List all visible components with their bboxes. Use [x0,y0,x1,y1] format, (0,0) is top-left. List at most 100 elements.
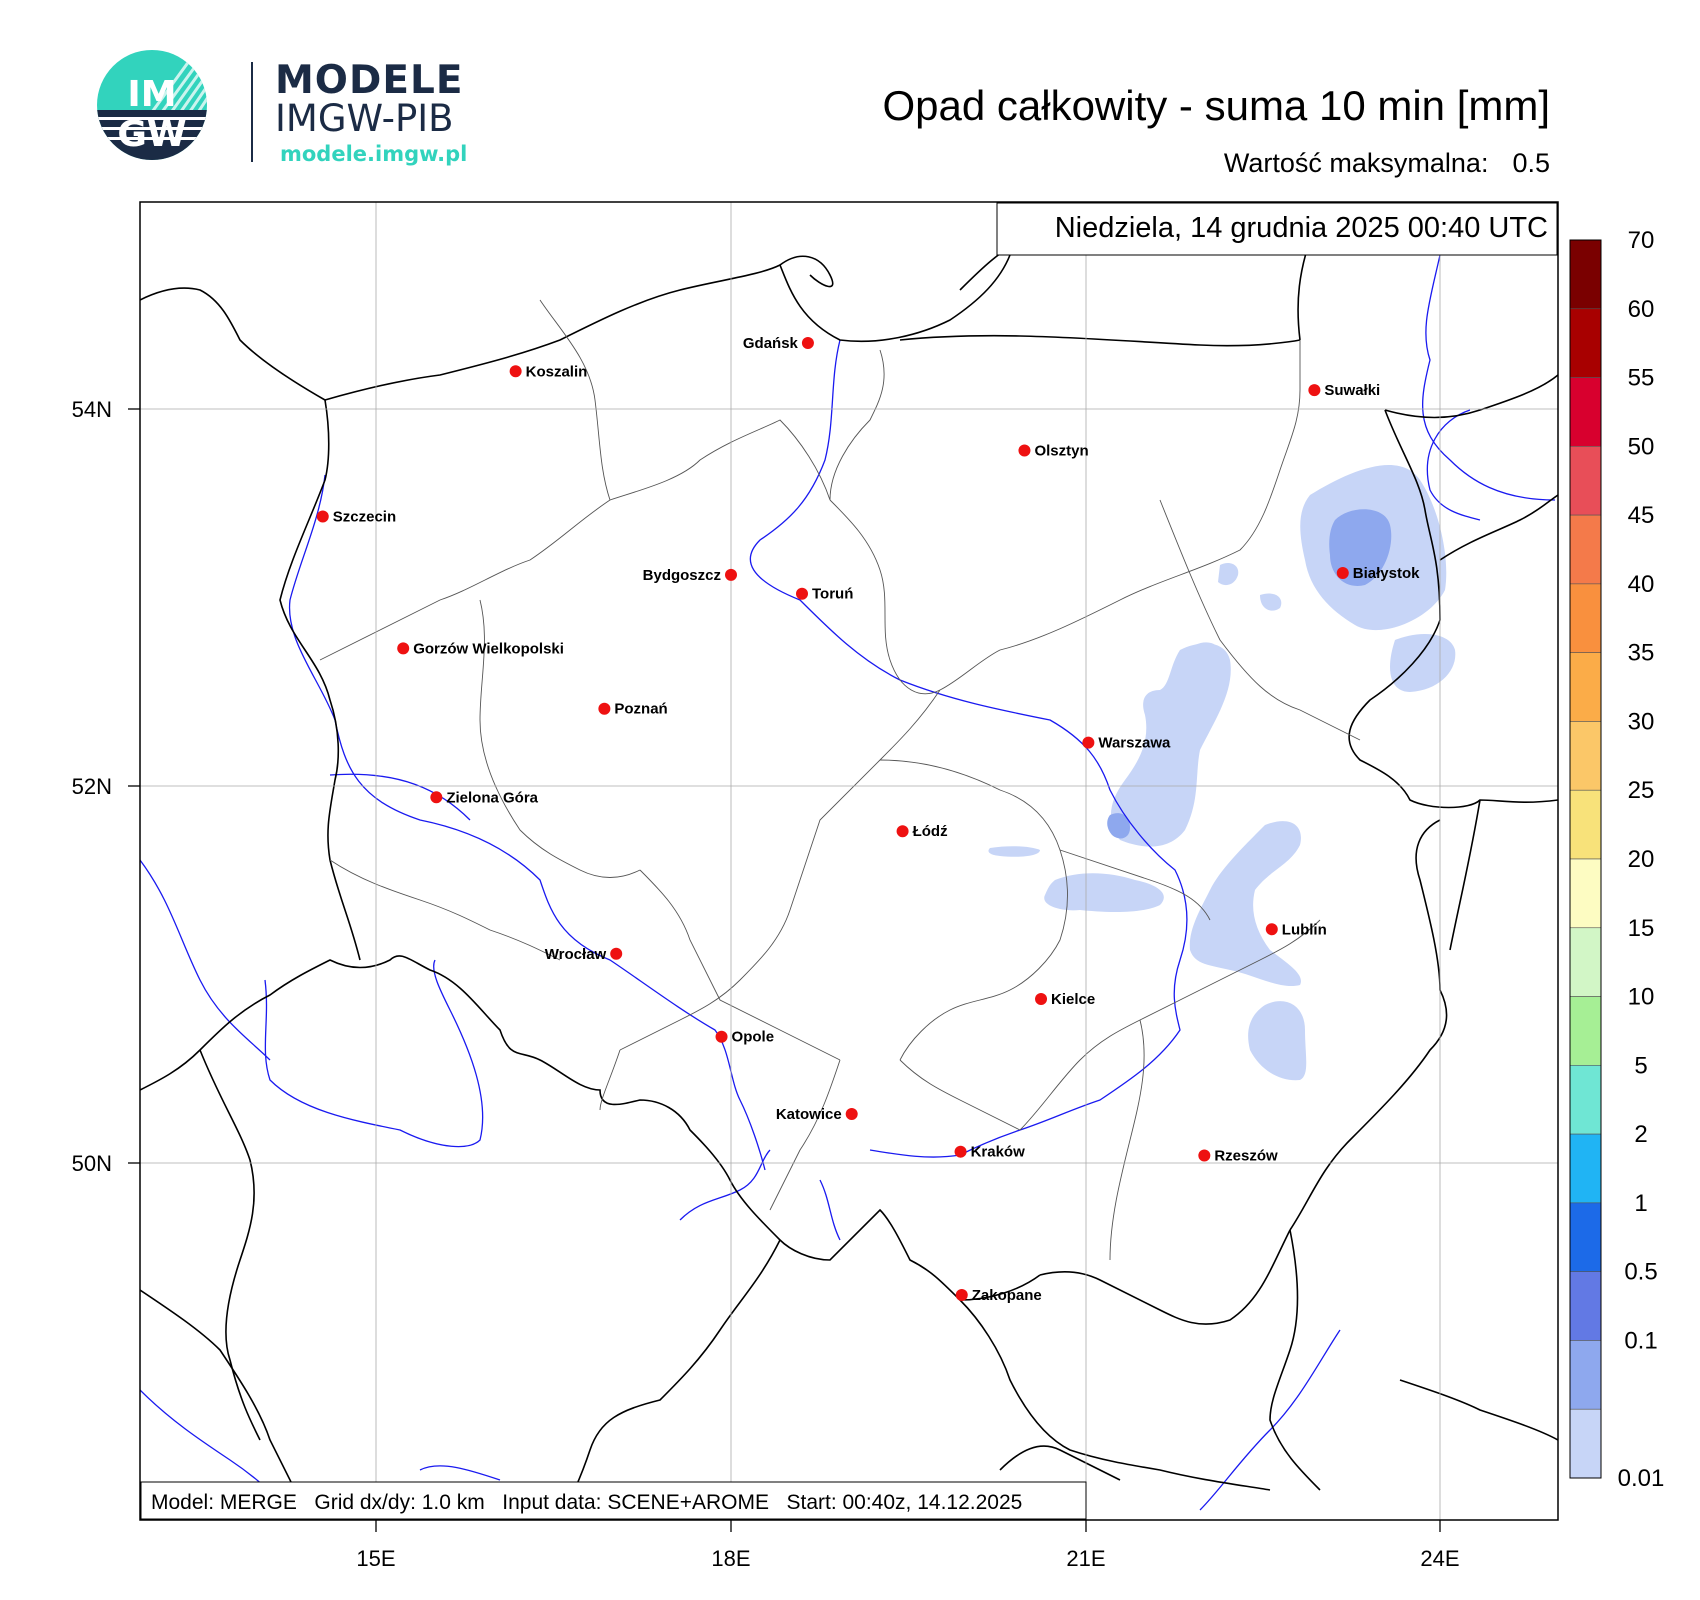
city-dot [955,1288,968,1301]
city-marker: Koszalin [509,363,587,380]
rivers [140,254,1556,1520]
voiv-4 [1159,499,1361,741]
voiv-9 [1059,849,1211,921]
logo-line2: IMGW-PIB [275,97,454,140]
city-marker: Toruń [796,586,853,603]
city-dot [509,365,522,378]
imgw-badge-icon: IM GW [97,50,207,160]
lon-label: 15E [356,1546,395,1571]
lat-label: 52N [72,774,112,799]
border-hu-ro [1269,1229,1321,1491]
legend-swatch [1569,514,1602,585]
city-label: Opole [732,1029,775,1046]
river-vistula [749,339,1188,1156]
river-south-east [1199,1329,1341,1511]
precip-area-east [1390,634,1456,692]
river-czech-1 [264,959,484,1148]
city-marker: Suwałki [1308,382,1380,399]
logo-url[interactable]: modele.imgw.pl [280,142,468,166]
precip-area-small-2 [1260,593,1282,611]
city-dot [896,825,909,838]
lon-label: 24E [1420,1546,1459,1571]
country-borders [140,202,1558,1520]
city-dot [1035,993,1048,1006]
legend-label: 30 [1628,708,1655,735]
border-ne-2 [1384,374,1558,419]
river-east-bug [1422,254,1556,501]
city-marker: Warszawa [1082,735,1171,752]
voiv-12 [1199,919,1321,991]
legend-label: 70 [1628,227,1655,254]
voiv-3 [829,340,1301,695]
legend-label: 40 [1628,571,1655,598]
city-marker: Poznań [598,701,668,718]
city-dot [1018,444,1031,457]
city-dot [1198,1149,1211,1162]
coast-hel [779,255,834,288]
legend-label: 25 [1628,777,1655,804]
voiv-2 [609,349,885,501]
lat-label: 54N [72,397,112,422]
legend-label: 0.1 [1624,1327,1657,1354]
city-dot [1082,736,1095,749]
voiv-15 [599,1049,621,1111]
river-czech-3 [679,1149,771,1221]
legend-swatch [1569,1340,1602,1410]
max-label: Wartość maksymalna: [1223,148,1489,178]
legend-swatch [1569,446,1602,516]
border-sk-hu [959,1299,1271,1491]
legend-swatch [1569,377,1602,447]
border-ua-ro [1399,1379,1558,1441]
city-marker: Zielona Góra [430,789,539,806]
city-marker: Gdańsk [743,335,814,352]
legend-swatch [1569,1065,1602,1135]
legend-frame [1569,239,1602,1479]
city-label: Poznań [614,701,667,718]
city-marker: Opole [715,1029,775,1046]
city-dot [796,587,808,600]
legend-swatch [1569,239,1602,310]
city-markers: Gdańsk Koszalin Suwałki Olsztyn Szczecin Biał… [316,335,1420,1304]
city-marker: Katowice [776,1106,858,1123]
river-east-bug-2 [1426,409,1481,521]
city-label: Białystok [1353,565,1420,582]
voiv-14 [769,1059,841,1211]
legend-swatch [1569,652,1602,722]
border-south [140,955,1041,1301]
legend-swatch [1569,1202,1602,1272]
city-dot [598,702,611,715]
city-label: Lublin [1282,921,1327,938]
legend-label: 35 [1628,640,1655,667]
city-label: Katowice [776,1106,842,1123]
precip-area-lublin [1189,821,1301,987]
city-label: Bydgoszcz [643,567,721,584]
city-label: Zakopane [972,1287,1042,1304]
city-marker: Białystok [1336,565,1420,582]
city-label: Szczecin [333,508,396,525]
voiv-7 [639,869,841,1061]
city-label: Rzeszów [1214,1147,1278,1164]
city-label: Suwałki [1324,382,1380,399]
city-marker: Lublin [1265,921,1327,938]
city-label: Łódź [913,823,948,840]
city-dot [954,1145,967,1158]
city-marker: Olsztyn [1018,442,1089,459]
city-label: Gdańsk [743,335,799,352]
river-czech-2 [140,859,271,1061]
river-czech-4 [819,1179,841,1241]
graticule [140,202,1558,1520]
city-label: Warszawa [1098,735,1171,752]
lon-label: 21E [1066,1546,1105,1571]
legend-label: 20 [1628,846,1655,873]
voiv-1 [319,299,611,661]
precip-area-warsaw-core [1107,813,1130,839]
city-marker: Rzeszów [1198,1147,1278,1164]
border-slo-hu [999,1445,1121,1481]
precip-area-small-1 [1218,563,1239,586]
city-dot [845,1107,858,1120]
precip-area-north-mid [1192,642,1223,702]
city-marker: Wrocław [545,946,623,963]
map-title: Opad całkowity - suma 10 min [mm] [882,82,1550,129]
legend-label: 60 [1628,296,1655,323]
